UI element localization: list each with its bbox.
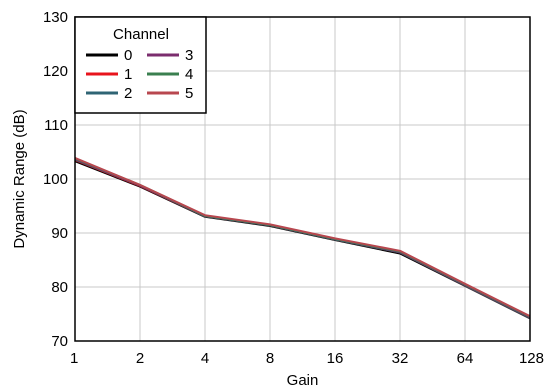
x-tick-label: 1 [70, 350, 78, 367]
y-tick-label: 90 [51, 225, 68, 242]
legend-label-channel-0: 0 [124, 47, 132, 64]
series-line-channel-5 [74, 156, 531, 318]
x-tick-label: 64 [457, 350, 474, 367]
y-tick-labels: 70 80 90 100 110 120 130 [43, 9, 68, 350]
y-axis-title: Dynamic Range (dB) [11, 109, 28, 248]
plot-frame [74, 16, 531, 342]
legend-label-channel-4: 4 [185, 66, 193, 83]
x-tick-labels: 1 2 4 8 16 32 64 128 [70, 350, 544, 367]
legend-title: Channel [113, 26, 169, 43]
x-tick-label: 4 [201, 350, 209, 367]
series-line-channel-4 [74, 157, 531, 318]
series-line-channel-0 [74, 160, 531, 320]
y-tick-label: 70 [51, 333, 68, 350]
legend-label-channel-1: 1 [124, 66, 132, 83]
x-tick-label: 16 [327, 350, 344, 367]
y-tick-label: 100 [43, 171, 68, 188]
legend-label-channel-3: 3 [185, 47, 193, 64]
legend-label-channel-5: 5 [185, 85, 193, 102]
series-line-channel-2 [74, 158, 531, 319]
series-lines [74, 156, 531, 320]
x-tick-label: 8 [266, 350, 274, 367]
y-tick-label: 80 [51, 279, 68, 296]
x-axis-title: Gain [287, 372, 319, 389]
y-tick-label: 130 [43, 9, 68, 26]
legend-label-channel-2: 2 [124, 85, 132, 102]
series-line-channel-1 [74, 159, 531, 319]
x-tick-label: 2 [136, 350, 144, 367]
legend-box [74, 16, 207, 114]
legend: Channel 0 1 2 3 4 5 [74, 16, 207, 114]
x-tick-label: 128 [519, 350, 544, 367]
y-tick-label: 110 [44, 117, 68, 134]
y-tick-label: 120 [43, 63, 68, 80]
x-tick-label: 32 [392, 350, 409, 367]
series-line-channel-3 [74, 158, 531, 319]
